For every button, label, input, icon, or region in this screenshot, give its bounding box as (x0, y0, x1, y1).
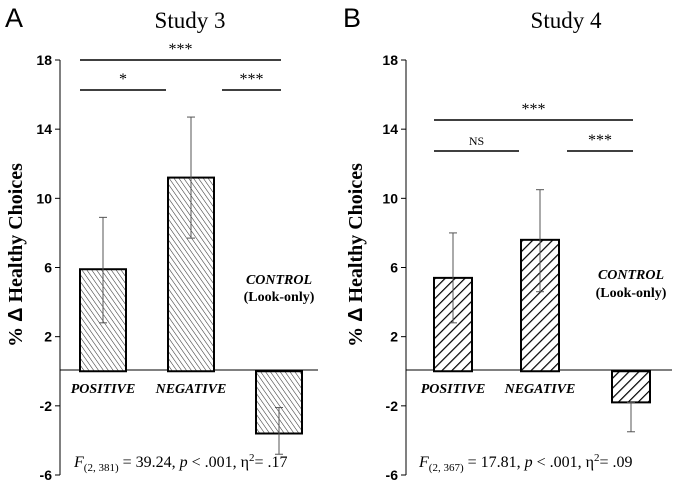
stat-p-b: p (524, 454, 533, 471)
y-tick-label: 14 (382, 121, 398, 137)
y-label-prefix-a: % (5, 322, 27, 347)
stat-f-value-b: = 17.81, (464, 454, 525, 471)
control-label-line1-b: CONTROL (598, 268, 664, 283)
y-tick-label: -2 (386, 398, 399, 414)
stat-p-value-b: < .001, η (533, 454, 594, 471)
y-label-text-a: Healthy Choices (5, 163, 27, 308)
control-label-line2-a: (Look-only) (244, 290, 315, 305)
stat-f-b: F (418, 454, 429, 471)
y-axis-label-a: % Δ Healthy Choices (5, 163, 27, 347)
y-tick-label: 2 (44, 329, 52, 345)
y-label-prefix-b: % (345, 322, 367, 347)
chart-title-a: Study 3 (155, 8, 226, 33)
significance-label: *** (169, 41, 193, 58)
y-tick-label: 10 (36, 190, 52, 206)
control-label-line2-b: (Look-only) (596, 286, 667, 301)
y-tick-label: 6 (44, 260, 52, 276)
stat-p-value-a: < .001, η (188, 454, 249, 471)
y-tick-label: 10 (382, 190, 398, 206)
y-axis-label-b: % Δ Healthy Choices (345, 163, 367, 347)
category-label-negative-b: NEGATIVE (504, 382, 576, 397)
stat-eta-value-b: = .09 (600, 454, 633, 471)
category-label-negative-a: NEGATIVE (155, 382, 227, 397)
stat-eta-value-a: = .17 (255, 454, 288, 471)
y-tick-label: 18 (36, 52, 52, 68)
panel-a: A Study 3 % Δ Healthy Choices -6 -2 2 6 10 14… (5, 3, 318, 480)
significance-label: *** (240, 71, 264, 88)
significance-label: * (119, 71, 127, 88)
stat-annotation-b: F(2, 367) = 17.81, p < .001, η2= .09 (418, 452, 633, 474)
bar-control (611, 370, 651, 404)
stat-p-a: p (179, 454, 188, 471)
y-tick-label: -2 (40, 398, 53, 414)
panel-letter-a: A (5, 3, 23, 33)
y-label-text-b: Healthy Choices (345, 163, 367, 308)
stat-df-a: (2, 381) (84, 462, 119, 474)
y-tick-label: 14 (36, 121, 52, 137)
stat-eta-sup-a: 2 (249, 452, 255, 464)
stat-df-b: (2, 367) (429, 462, 464, 474)
category-label-positive-a: POSITIVE (71, 382, 136, 397)
chart-title-b: Study 4 (531, 8, 602, 33)
delta-symbol-a: Δ (5, 308, 27, 322)
y-tick-label: 2 (390, 329, 398, 345)
delta-symbol-b: Δ (345, 308, 367, 322)
y-tick-label: 18 (382, 52, 398, 68)
significance-label: NS (469, 134, 484, 148)
y-tick-label: -6 (386, 467, 399, 480)
stat-eta-sup-b: 2 (594, 452, 600, 464)
y-tick-label: 6 (390, 260, 398, 276)
panel-letter-b: B (343, 3, 361, 33)
significance-label: *** (588, 132, 612, 149)
y-tick-label: -6 (40, 467, 53, 480)
control-label-line1-a: CONTROL (246, 273, 312, 288)
stat-f-value-a: = 39.24, (119, 454, 180, 471)
stat-f-a: F (73, 454, 84, 471)
stat-annotation-a: F(2, 381) = 39.24, p < .001, η2= .17 (73, 452, 288, 474)
category-label-positive-b: POSITIVE (421, 382, 486, 397)
panel-b: B Study 4 % Δ Healthy Choices -6 -2 2 6 10 14… (343, 3, 672, 480)
significance-label: *** (522, 101, 546, 118)
